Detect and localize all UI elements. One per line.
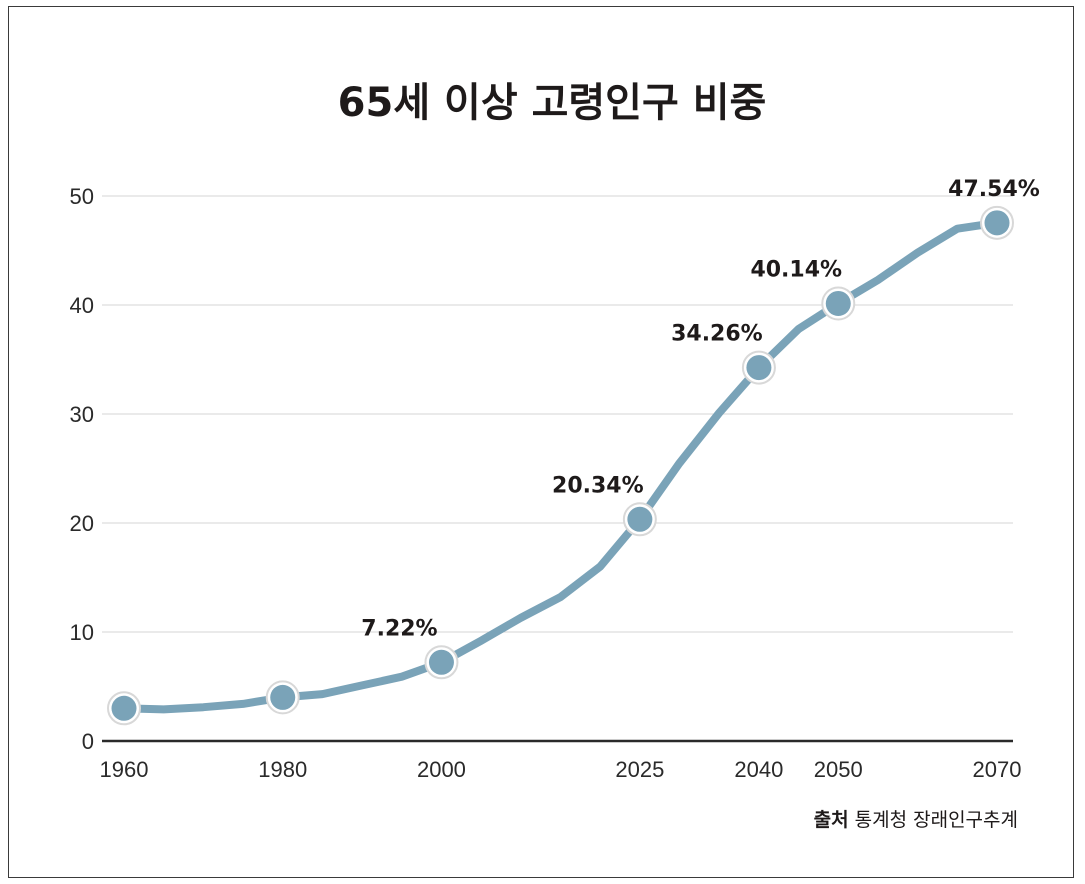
x-tick-label: 2000 <box>417 757 466 782</box>
data-label: 7.22% <box>361 616 437 641</box>
data-point <box>984 210 1010 236</box>
y-tick-label: 50 <box>70 184 94 209</box>
x-tick-label: 2050 <box>814 757 863 782</box>
series-layer <box>120 218 1001 714</box>
y-tick-label: 30 <box>70 402 94 427</box>
x-tick-label: 1980 <box>258 757 307 782</box>
data-point <box>825 290 851 316</box>
x-tick-label: 2070 <box>973 757 1022 782</box>
data-label: 40.14% <box>750 257 842 282</box>
x-tick-label: 2040 <box>734 757 783 782</box>
data-point <box>270 684 296 710</box>
y-axis-ticks: 0 10 20 30 40 50 <box>70 184 94 754</box>
y-tick-label: 20 <box>70 511 94 536</box>
data-point <box>627 506 653 532</box>
x-tick-label: 2025 <box>615 757 664 782</box>
y-tick-label: 10 <box>70 620 94 645</box>
grid-lines <box>102 195 1013 743</box>
data-label: 20.34% <box>552 473 644 498</box>
source-text: 통계청 장래인구추계 <box>855 809 1018 831</box>
x-axis-ticks: 1960 1980 2000 2025 2040 2050 2070 <box>100 757 1022 782</box>
series-line <box>120 218 1001 714</box>
source-label: 출처 <box>814 809 849 831</box>
data-point <box>746 355 772 381</box>
data-point <box>428 649 454 675</box>
data-point <box>111 695 137 721</box>
y-tick-label: 40 <box>70 293 94 318</box>
y-tick-label: 0 <box>82 729 94 754</box>
data-label-layer: 7.22% 20.34% 34.26% 40.14% 47.54% <box>361 177 1040 641</box>
chart-frame <box>8 6 1074 878</box>
data-label: 47.54% <box>948 177 1040 202</box>
x-tick-label: 1960 <box>100 757 149 782</box>
data-label: 34.26% <box>671 322 763 347</box>
marker-layer <box>107 205 1014 726</box>
source-note: 출처 통계청 장래인구추계 <box>814 809 1018 831</box>
chart-title: 65세 이상 고령인구 비중 <box>338 80 767 126</box>
